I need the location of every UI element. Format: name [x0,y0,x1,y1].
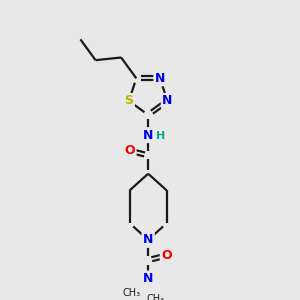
Text: N: N [155,72,165,85]
Text: S: S [124,94,134,107]
Text: O: O [161,249,172,262]
Text: N: N [143,233,153,246]
Text: N: N [162,94,172,107]
Text: CH₃: CH₃ [146,294,165,300]
Text: CH₃: CH₃ [123,288,141,298]
Text: H: H [155,131,165,141]
Text: N: N [143,129,153,142]
Text: N: N [143,272,153,285]
Text: O: O [124,144,135,157]
